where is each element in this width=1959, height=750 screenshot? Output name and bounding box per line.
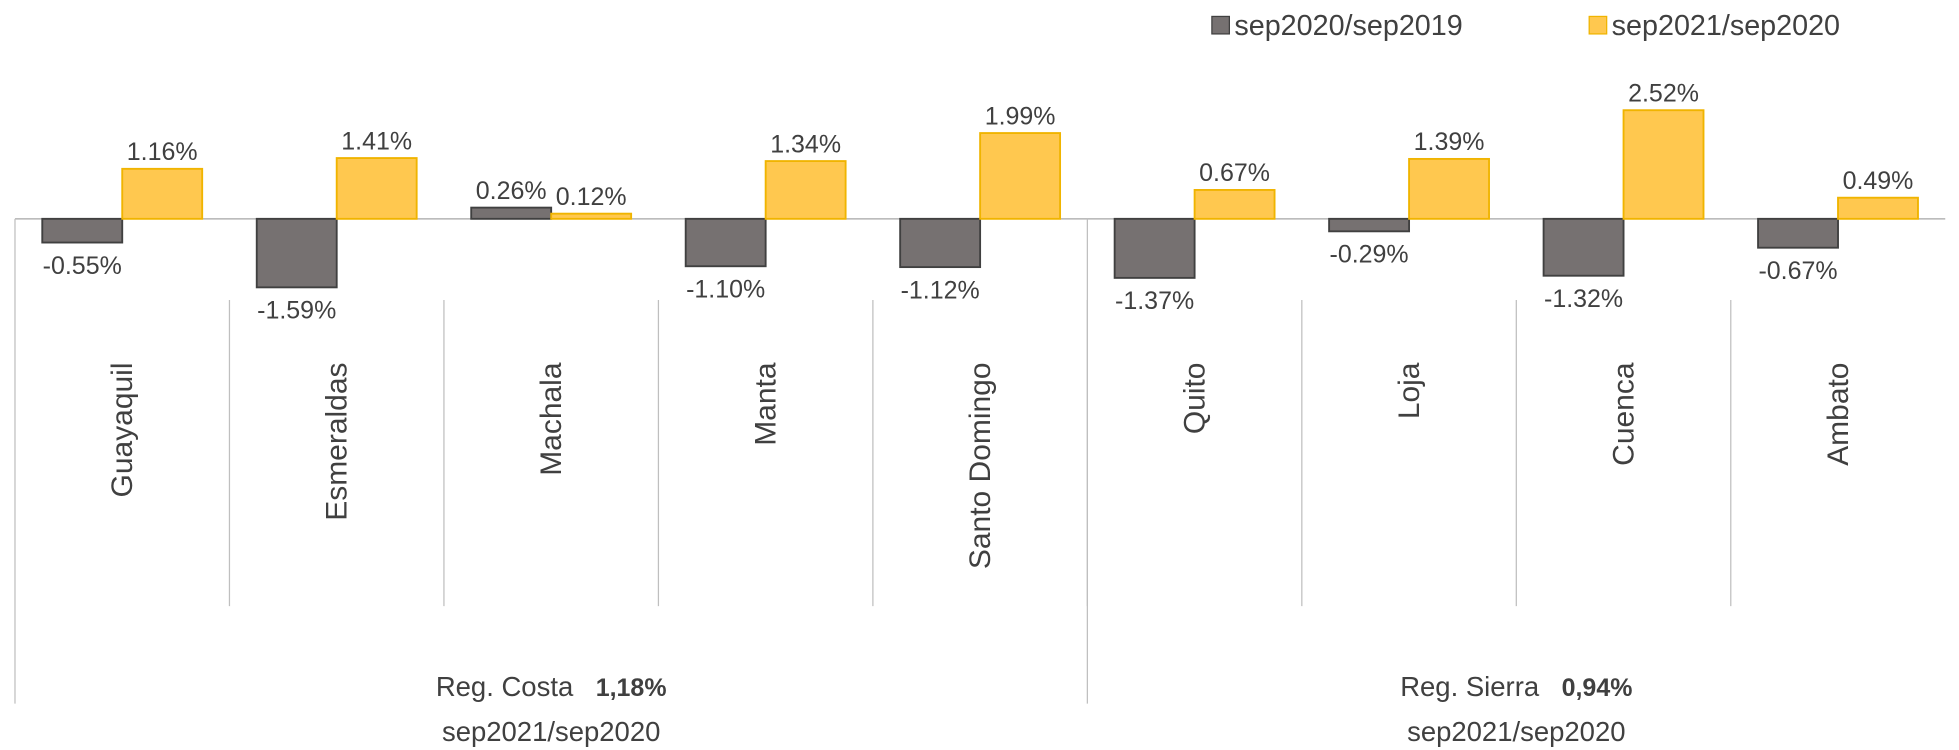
- group-subtitle: sep2021/sep2020: [1407, 716, 1625, 747]
- legend-swatch: [1588, 15, 1608, 35]
- group-name: Reg. Sierra: [1400, 671, 1540, 702]
- data-label: 0.26%: [476, 177, 547, 205]
- x-tick-label: Machala: [535, 362, 568, 476]
- legend-swatch: [1211, 15, 1230, 35]
- data-label: 1.16%: [127, 138, 198, 166]
- data-label: -1.10%: [686, 275, 765, 303]
- x-tick-label: Esmeraldas: [321, 363, 354, 521]
- data-label: 1.34%: [770, 130, 841, 158]
- data-label: -0.29%: [1330, 241, 1409, 269]
- bar: [684, 217, 767, 268]
- bar: [41, 217, 124, 244]
- x-tick-label: Guayaquil: [106, 363, 139, 498]
- x-tick-label: Loja: [1393, 362, 1426, 419]
- bar: [335, 157, 418, 220]
- data-label: -1.59%: [257, 297, 336, 325]
- bar: [121, 167, 204, 220]
- x-tick-label: Quito: [1179, 363, 1212, 435]
- data-label: 1.99%: [985, 102, 1056, 130]
- data-label: -0.55%: [43, 252, 122, 280]
- bar: [255, 217, 338, 289]
- x-tick-label: Manta: [750, 362, 783, 446]
- data-label: 2.52%: [1628, 79, 1699, 107]
- x-tick-label: Santo Domingo: [964, 363, 997, 570]
- bar: [899, 217, 982, 269]
- x-tick-label: Ambato: [1822, 363, 1855, 466]
- bar: [1408, 157, 1490, 220]
- bar: [470, 206, 553, 220]
- bar: [1193, 189, 1276, 220]
- data-label: 0.67%: [1199, 159, 1270, 187]
- legend-label: sep2021/sep2020: [1612, 10, 1840, 42]
- group-name: Reg. Costa: [436, 671, 574, 702]
- x-tick-label: Cuenca: [1608, 362, 1641, 466]
- data-label: -1.12%: [901, 276, 980, 304]
- group-subtitle: sep2021/sep2020: [442, 716, 660, 747]
- bar: [1542, 217, 1625, 277]
- bar: [550, 212, 633, 220]
- bar: [1328, 217, 1411, 233]
- data-label: -0.67%: [1758, 257, 1837, 285]
- bar: [1837, 196, 1919, 220]
- legend-label: sep2020/sep2019: [1234, 10, 1462, 42]
- bar: [1113, 217, 1196, 279]
- bar: [1622, 109, 1705, 220]
- bar: [979, 132, 1062, 220]
- group-value: 0,94%: [1562, 674, 1633, 702]
- data-label: 1.41%: [341, 127, 412, 155]
- data-label: -1.32%: [1544, 285, 1623, 313]
- group-label: Reg. Sierra 0,94%: [1400, 671, 1632, 702]
- data-label: -1.37%: [1115, 287, 1194, 315]
- bar: [1757, 217, 1839, 249]
- bar: [764, 160, 847, 220]
- data-label: 0.12%: [556, 183, 627, 211]
- group-value: 1,18%: [596, 674, 667, 702]
- data-label: 0.49%: [1843, 167, 1914, 195]
- group-label: Reg. Costa 1,18%: [436, 671, 667, 702]
- data-label: 1.39%: [1414, 128, 1485, 156]
